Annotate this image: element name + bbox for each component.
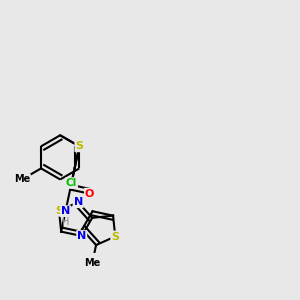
Text: O: O <box>85 189 94 199</box>
Text: N: N <box>77 231 86 241</box>
Text: N: N <box>61 206 70 216</box>
Text: Me: Me <box>84 258 100 268</box>
Text: Cl: Cl <box>66 178 77 188</box>
Text: S: S <box>75 141 83 151</box>
Text: H: H <box>62 217 69 227</box>
Text: S: S <box>55 206 63 216</box>
Text: Me: Me <box>14 174 30 184</box>
Text: S: S <box>111 232 119 242</box>
Text: N: N <box>74 197 83 207</box>
